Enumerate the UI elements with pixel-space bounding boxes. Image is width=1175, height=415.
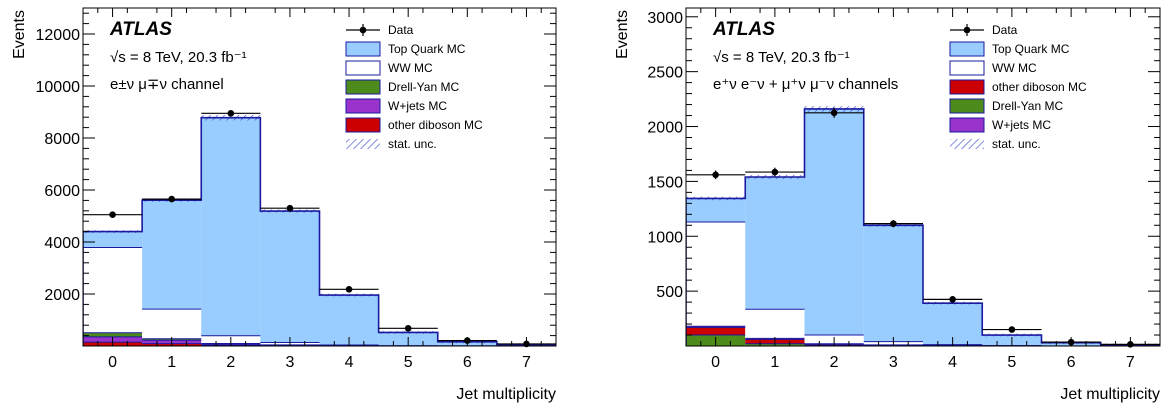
legend-label-drell-yan-mc: Drell-Yan MC (388, 80, 459, 94)
data-point (890, 220, 897, 227)
bar-top-quark-mc (745, 177, 804, 309)
bar-drell-yan-mc (83, 333, 142, 337)
x-axis-title: Jet multiplicity (1060, 386, 1160, 403)
legend-swatch-w-jets-mc (950, 118, 984, 132)
legend-label-other-diboson-mc: other diboson MC (388, 118, 483, 132)
y-axis-title: Events (614, 10, 631, 59)
legend-swatch-top-quark-mc (346, 42, 380, 56)
legend-stat-unc-swatch (950, 139, 984, 149)
x-tick-label: 2 (830, 354, 839, 371)
legend-label-other-diboson-mc: other diboson MC (992, 80, 1087, 94)
legend-label-data: Data (388, 23, 414, 37)
bar-other-diboson-mc (686, 327, 745, 335)
data-point (831, 110, 838, 117)
data-point (772, 169, 779, 176)
data-point (1009, 326, 1016, 333)
y-tick-label: 4000 (44, 235, 80, 252)
x-tick-label: 0 (711, 354, 720, 371)
y-tick-label: 3000 (647, 10, 683, 27)
legend-label-data: Data (992, 23, 1018, 37)
legend-label-ww-mc: WW MC (992, 61, 1037, 75)
bar-top-quark-mc (864, 225, 923, 341)
legend-label-stat-unc: stat. unc. (992, 137, 1041, 151)
y-tick-label: 6000 (44, 183, 80, 200)
legend-label-drell-yan-mc: Drell-Yan MC (992, 99, 1063, 113)
x-tick-label: 2 (226, 354, 235, 371)
bar-top-quark-mc (686, 198, 745, 222)
legend-data-marker (360, 27, 367, 34)
y-tick-label: 1000 (647, 229, 683, 246)
atlas-label: ATLAS (109, 19, 172, 40)
y-tick-label: 1500 (647, 174, 683, 191)
energy-label: √s = 8 TeV, 20.3 fb⁻¹ (110, 49, 247, 66)
y-tick-label: 12000 (36, 27, 81, 44)
x-tick-label: 1 (770, 354, 779, 371)
legend-swatch-other-diboson-mc (950, 80, 984, 94)
legend-label-ww-mc: WW MC (388, 61, 433, 75)
legend-swatch-other-diboson-mc (346, 118, 380, 132)
x-tick-label: 0 (108, 354, 117, 371)
x-tick-label: 7 (522, 354, 531, 371)
left-chart-panel: 0 1 2 3 4 5 6 7 2000 4000 6000 8000 10000 12000 Jet mu… (11, 8, 556, 403)
bar-ww-mc (83, 247, 142, 332)
legend-swatch-ww-mc (346, 61, 380, 75)
bar-ww-mc (745, 309, 804, 338)
y-tick-label: 2500 (647, 65, 683, 82)
x-tick-label: 4 (345, 354, 354, 371)
energy-label: √s = 8 TeV, 20.3 fb⁻¹ (713, 49, 850, 66)
y-axis-title: Events (11, 10, 28, 59)
legend-swatch-top-quark-mc (950, 42, 984, 56)
x-tick-label: 3 (889, 354, 898, 371)
legend-label-top-quark-mc: Top Quark MC (992, 42, 1070, 56)
y-tick-label: 2000 (647, 120, 683, 137)
x-tick-label: 6 (463, 354, 472, 371)
channel-label: e±ν μ∓ν channel (110, 76, 224, 93)
x-tick-label: 1 (167, 354, 176, 371)
data-point (405, 325, 412, 332)
data-point (168, 196, 175, 203)
data-point (109, 211, 116, 218)
x-tick-label: 7 (1126, 354, 1135, 371)
legend-data-marker (964, 27, 971, 34)
legend-label-top-quark-mc: Top Quark MC (388, 42, 466, 56)
y-tick-label: 2000 (44, 287, 80, 304)
legend-swatch-w-jets-mc (346, 99, 380, 113)
legend-stat-unc-swatch (346, 139, 380, 149)
x-tick-label: 4 (948, 354, 957, 371)
bar-top-quark-mc (805, 109, 864, 335)
bar-ww-mc (142, 309, 201, 339)
data-point (712, 172, 719, 179)
x-tick-label: 3 (285, 354, 294, 371)
bar-top-quark-mc (260, 211, 319, 342)
atlas-label: ATLAS (712, 19, 775, 40)
x-tick-label: 6 (1067, 354, 1076, 371)
legend-swatch-drell-yan-mc (346, 80, 380, 94)
stack-bars (83, 115, 556, 346)
x-tick-label: 5 (404, 354, 413, 371)
legend-label-w-jets-mc: W+jets MC (992, 118, 1051, 132)
right-chart-panel: 0 1 2 3 4 5 6 7 500 1000 1500 2000 2500 3000 Jet multi… (614, 8, 1160, 403)
x-axis-title: Jet multiplicity (456, 386, 556, 403)
legend-swatch-ww-mc (950, 61, 984, 75)
bar-top-quark-mc (201, 118, 260, 336)
y-tick-label: 8000 (44, 131, 80, 148)
data-point (346, 286, 353, 293)
legend-label-w-jets-mc: W+jets MC (388, 99, 447, 113)
bar-top-quark-mc (83, 232, 142, 248)
data-point (287, 205, 294, 212)
y-tick-label: 500 (656, 284, 683, 301)
legend-swatch-drell-yan-mc (950, 99, 984, 113)
legend-label-stat-unc: stat. unc. (388, 137, 437, 151)
data-point (949, 296, 956, 303)
stack-bars (686, 106, 1160, 346)
bar-top-quark-mc (142, 200, 201, 309)
y-tick-label: 10000 (36, 79, 81, 96)
channel-label: e⁺ν e⁻ν + μ⁺ν μ⁻ν channels (713, 76, 898, 93)
x-tick-label: 5 (1007, 354, 1016, 371)
data-point (228, 110, 235, 117)
bar-ww-mc (686, 222, 745, 326)
